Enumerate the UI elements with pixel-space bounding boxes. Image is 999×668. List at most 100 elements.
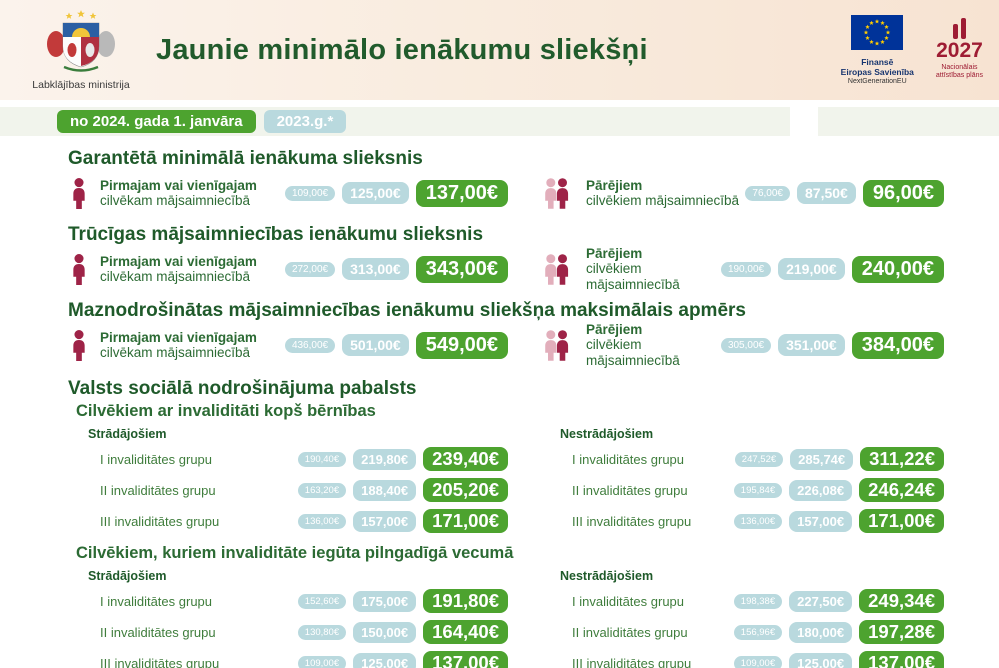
person-pair-icon xyxy=(540,177,576,209)
value-2023: 152,60€ xyxy=(297,593,347,609)
value-2023: 198,38€ xyxy=(733,593,783,609)
benefit-row: II invaliditātes grupu 130,80€ 150,00€ 1… xyxy=(100,619,508,645)
column-header-working: Strādājošiem xyxy=(88,427,167,441)
funding-logos: Finansē Eiropas Savienība NextGeneration… xyxy=(840,14,983,86)
value-mid: 219,80€ xyxy=(353,448,417,470)
threshold-row: Pirmajam vai vienīgajam cilvēkam mājsaimn… xyxy=(68,250,508,288)
value-mid: 180,00€ xyxy=(789,621,853,643)
value-mid: 125,00€ xyxy=(353,652,417,668)
section-title-maznodrosinatas: Maznodrošinātas mājsaimniecības ienākumu… xyxy=(68,300,746,321)
value-2024: 549,00€ xyxy=(415,331,508,359)
value-mid: 227,50€ xyxy=(789,590,853,612)
value-2024: 96,00€ xyxy=(862,179,944,207)
value-2024: 384,00€ xyxy=(851,331,944,359)
row-label: Pirmajam vai vienīgajam cilvēkam mājsaimn… xyxy=(100,177,257,208)
nap2027-logo: 2027 Nacionālais attīstības plāns xyxy=(936,15,983,82)
nap2027-bars-icon xyxy=(952,17,966,39)
threshold-row: Pārējiem cilvēkiem mājsaimniecībā 190,00€… xyxy=(540,246,944,292)
content: Garantētā minimālā ienākuma slieksnis Pi… xyxy=(0,148,999,668)
value-mid: 125,00€ xyxy=(342,182,409,204)
legend-band-segment: no 2024. gada 1. janvāra 2023.g.* xyxy=(0,107,790,136)
benefit-row: III invaliditātes grupu 136,00€ 157,00€ … xyxy=(100,508,508,534)
column-header-working: Strādājošiem xyxy=(88,569,167,583)
coat-of-arms-icon xyxy=(44,9,118,77)
value-2024: 246,24€ xyxy=(859,478,944,502)
threshold-row: Pirmajam vai vienīgajam cilvēkam mājsaimn… xyxy=(68,326,508,364)
header: Labklājības ministrija Jaunie minimālo i… xyxy=(0,0,999,100)
value-2024: 191,80€ xyxy=(423,589,508,613)
value-2024: 311,22€ xyxy=(860,447,944,471)
page-title: Jaunie minimālo ienākumu sliekšņi xyxy=(156,33,648,66)
benefit-row: I invaliditātes grupu 190,40€ 219,80€ 23… xyxy=(100,446,508,472)
value-2024: 240,00€ xyxy=(851,255,944,283)
value-mid: 501,00€ xyxy=(342,334,409,356)
threshold-row: Pārējiem cilvēkiem mājsaimniecībā 305,00€… xyxy=(540,322,944,368)
benefit-row: I invaliditātes grupu 152,60€ 175,00€ 19… xyxy=(100,588,508,614)
value-mid: 351,00€ xyxy=(778,334,845,356)
value-2023: 76,00€ xyxy=(745,185,790,201)
benefit-row: III invaliditātes grupu 109,00€ 125,00€ … xyxy=(100,650,508,668)
person-icon xyxy=(68,253,90,285)
ministry-logo: Labklājības ministrija xyxy=(26,9,136,91)
value-mid: 188,40€ xyxy=(353,479,417,501)
value-mid: 226,08€ xyxy=(789,479,853,501)
row-label: Pārējiem cilvēkiem mājsaimniecībā xyxy=(586,177,740,208)
value-2023: 109,00€ xyxy=(284,185,336,201)
threshold-row: Pārējiem cilvēkiem mājsaimniecībā 76,00€ … xyxy=(540,174,944,212)
column-header-nonworking: Nestrādājošiem xyxy=(560,569,654,583)
nap2027-year: 2027 xyxy=(936,38,983,62)
section-title-gmi: Garantētā minimālā ienākuma slieksnis xyxy=(68,148,423,169)
value-2023: 190,40€ xyxy=(297,451,347,467)
eu-flag-icon xyxy=(851,14,904,55)
row-label: Pārējiem cilvēkiem mājsaimniecībā xyxy=(586,322,680,368)
person-pair-icon xyxy=(540,253,576,285)
value-2023: 272,00€ xyxy=(284,261,336,277)
value-mid: 313,00€ xyxy=(342,258,409,280)
row-label: Pirmajam vai vienīgajam cilvēkam mājsaimn… xyxy=(100,253,257,284)
person-icon xyxy=(68,177,90,209)
value-mid: 87,50€ xyxy=(797,182,856,204)
eu-funding-text: Finansē Eiropas Savienība xyxy=(840,56,914,77)
benefit-row: II invaliditātes grupu 163,20€ 188,40€ 2… xyxy=(100,477,508,503)
nap2027-caption: Nacionālais attīstības plāns xyxy=(935,63,983,80)
benefit-row: I invaliditātes grupu 247,52€ 285,74€ 31… xyxy=(572,446,944,472)
value-2024: 137,00€ xyxy=(423,651,508,668)
subsection-title-adult: Cilvēkiem, kuriem invaliditāte iegūta pi… xyxy=(76,544,514,562)
value-2023: 436,00€ xyxy=(284,337,336,353)
value-2023: 109,00€ xyxy=(733,655,783,668)
subsection-title-childhood: Cilvēkiem ar invaliditāti kopš bērnības xyxy=(76,402,376,420)
row-label: Pirmajam vai vienīgajam cilvēkam mājsaimn… xyxy=(100,329,257,360)
value-2024: 137,00€ xyxy=(859,651,944,668)
old-year-badge: 2023.g.* xyxy=(263,110,347,133)
legend-band-gap xyxy=(790,107,818,136)
new-date-badge: no 2024. gada 1. janvāra xyxy=(57,110,256,133)
person-icon xyxy=(68,329,90,361)
section-title-benefit: Valsts sociālā nodrošinājuma pabalsts xyxy=(68,378,417,399)
benefit-row: III invaliditātes grupu 109,00€ 125,00€ … xyxy=(572,650,944,668)
value-2023: 247,52€ xyxy=(734,451,784,467)
value-2023: 136,00€ xyxy=(733,513,783,529)
value-2023: 130,80€ xyxy=(297,624,347,640)
person-pair-icon xyxy=(540,329,576,361)
value-mid: 157,00€ xyxy=(353,510,417,532)
value-2024: 137,00€ xyxy=(415,179,508,207)
next-generation-eu-text: NextGenerationEU xyxy=(847,78,907,86)
value-2023: 156,96€ xyxy=(733,624,783,640)
value-mid: 157,00€ xyxy=(789,510,853,532)
benefit-row: II invaliditātes grupu 195,84€ 226,08€ 2… xyxy=(572,477,944,503)
threshold-row: Pirmajam vai vienīgajam cilvēkam mājsaimn… xyxy=(68,174,508,212)
column-header-nonworking: Nestrādājošiem xyxy=(560,427,654,441)
value-mid: 285,74€ xyxy=(790,448,854,470)
value-2024: 171,00€ xyxy=(859,509,944,533)
value-2024: 239,40€ xyxy=(423,447,508,471)
ministry-name: Labklājības ministrija xyxy=(32,78,130,91)
value-mid: 219,00€ xyxy=(778,258,845,280)
value-2023: 195,84€ xyxy=(733,482,783,498)
value-mid: 175,00€ xyxy=(353,590,417,612)
legend-band-segment-right xyxy=(818,107,999,136)
value-2024: 164,40€ xyxy=(423,620,508,644)
value-2024: 171,00€ xyxy=(423,509,508,533)
benefit-row: II invaliditātes grupu 156,96€ 180,00€ 1… xyxy=(572,619,944,645)
value-2024: 197,28€ xyxy=(859,620,944,644)
value-2023: 136,00€ xyxy=(297,513,347,529)
